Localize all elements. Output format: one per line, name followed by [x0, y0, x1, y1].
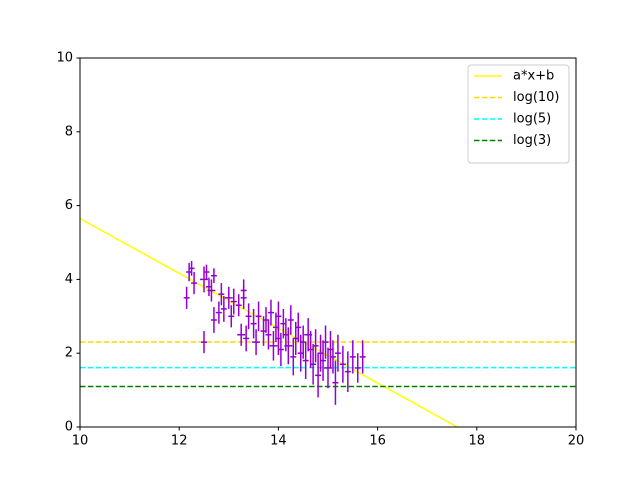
- legend-box: [467, 64, 570, 164]
- x-tick-label: 20: [568, 434, 585, 449]
- y-tick-label: 8: [65, 124, 73, 139]
- legend-label: log(10): [513, 90, 560, 105]
- x-tick-label: 12: [171, 434, 188, 449]
- x-tick-label: 14: [270, 434, 287, 449]
- y-tick-label: 0: [65, 420, 73, 435]
- x-tick-label: 10: [72, 434, 89, 449]
- legend: a*x+b log(10) log(5) log(3): [467, 64, 570, 164]
- legend-label: a*x+b: [513, 69, 554, 84]
- y-tick-label: 10: [56, 51, 73, 66]
- x-tick-label: 18: [469, 434, 486, 449]
- y-tick-label: 2: [65, 346, 73, 361]
- y-tick-label: 6: [65, 198, 73, 213]
- y-tick-label: 4: [65, 272, 73, 287]
- x-tick-label: 16: [369, 434, 386, 449]
- legend-label: log(5): [513, 112, 551, 127]
- plot-area: [80, 217, 576, 427]
- axes: 10 12 14 16 18 20 0 2 4 6 8 10: [56, 51, 584, 449]
- legend-label: log(3): [513, 133, 551, 148]
- axes-frame: [79, 57, 577, 428]
